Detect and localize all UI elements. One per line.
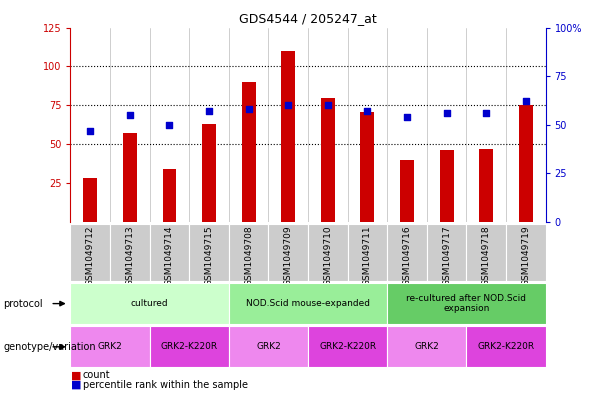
Text: NOD.Scid mouse-expanded: NOD.Scid mouse-expanded bbox=[246, 299, 370, 308]
Text: GRK2-K220R: GRK2-K220R bbox=[478, 342, 535, 351]
Text: GSM1049710: GSM1049710 bbox=[323, 226, 332, 286]
Bar bbox=[162, 169, 177, 222]
Bar bbox=[229, 283, 387, 324]
Bar bbox=[150, 224, 189, 281]
Bar bbox=[229, 224, 268, 281]
Bar bbox=[281, 51, 295, 222]
Bar bbox=[189, 224, 229, 281]
Text: GSM1049714: GSM1049714 bbox=[165, 226, 174, 286]
Title: GDS4544 / 205247_at: GDS4544 / 205247_at bbox=[239, 12, 377, 25]
Point bbox=[85, 127, 95, 134]
Bar bbox=[519, 105, 533, 222]
Text: GSM1049711: GSM1049711 bbox=[363, 226, 372, 286]
Text: GSM1049716: GSM1049716 bbox=[403, 226, 411, 286]
Point bbox=[442, 110, 452, 116]
Bar bbox=[348, 224, 387, 281]
Bar bbox=[70, 326, 150, 367]
Bar bbox=[70, 283, 229, 324]
Bar bbox=[83, 178, 97, 222]
Bar bbox=[150, 326, 229, 367]
Text: GSM1049715: GSM1049715 bbox=[205, 226, 213, 286]
Bar bbox=[308, 326, 387, 367]
Text: GRK2: GRK2 bbox=[97, 342, 123, 351]
Point bbox=[521, 98, 531, 105]
Text: GRK2-K220R: GRK2-K220R bbox=[161, 342, 218, 351]
Text: GSM1049709: GSM1049709 bbox=[284, 226, 293, 286]
Text: genotype/variation: genotype/variation bbox=[3, 342, 96, 352]
Bar bbox=[440, 151, 454, 222]
Text: GRK2: GRK2 bbox=[414, 342, 439, 351]
Bar bbox=[479, 149, 493, 222]
Text: GRK2-K220R: GRK2-K220R bbox=[319, 342, 376, 351]
Bar bbox=[427, 224, 466, 281]
Bar bbox=[242, 82, 256, 222]
Text: ■: ■ bbox=[70, 380, 81, 390]
Bar bbox=[387, 326, 466, 367]
Bar bbox=[360, 112, 375, 222]
Point bbox=[125, 112, 135, 118]
Point bbox=[283, 102, 293, 108]
Bar bbox=[506, 224, 546, 281]
Text: percentile rank within the sample: percentile rank within the sample bbox=[83, 380, 248, 390]
Point bbox=[164, 122, 174, 128]
Bar bbox=[400, 160, 414, 222]
Text: ■: ■ bbox=[70, 370, 81, 380]
Bar bbox=[123, 133, 137, 222]
Text: GSM1049717: GSM1049717 bbox=[442, 226, 451, 286]
Point bbox=[362, 108, 372, 114]
Bar bbox=[308, 224, 348, 281]
Bar bbox=[466, 326, 546, 367]
Bar bbox=[110, 224, 150, 281]
Text: GSM1049718: GSM1049718 bbox=[482, 226, 490, 286]
Text: re-cultured after NOD.Scid
expansion: re-cultured after NOD.Scid expansion bbox=[406, 294, 527, 313]
Bar bbox=[70, 224, 110, 281]
Point bbox=[204, 108, 214, 114]
Text: count: count bbox=[83, 370, 110, 380]
Text: GSM1049713: GSM1049713 bbox=[126, 226, 134, 286]
Text: GRK2: GRK2 bbox=[256, 342, 281, 351]
Point bbox=[402, 114, 412, 120]
Bar bbox=[387, 283, 546, 324]
Bar bbox=[202, 124, 216, 222]
Text: GSM1049719: GSM1049719 bbox=[521, 226, 530, 286]
Bar bbox=[321, 97, 335, 222]
Bar bbox=[387, 224, 427, 281]
Text: GSM1049712: GSM1049712 bbox=[86, 226, 95, 286]
Bar bbox=[229, 326, 308, 367]
Bar bbox=[466, 224, 506, 281]
Text: GSM1049708: GSM1049708 bbox=[244, 226, 253, 286]
Point bbox=[481, 110, 491, 116]
Bar bbox=[268, 224, 308, 281]
Point bbox=[244, 106, 254, 112]
Text: protocol: protocol bbox=[3, 299, 43, 309]
Point bbox=[323, 102, 333, 108]
Text: cultured: cultured bbox=[131, 299, 169, 308]
